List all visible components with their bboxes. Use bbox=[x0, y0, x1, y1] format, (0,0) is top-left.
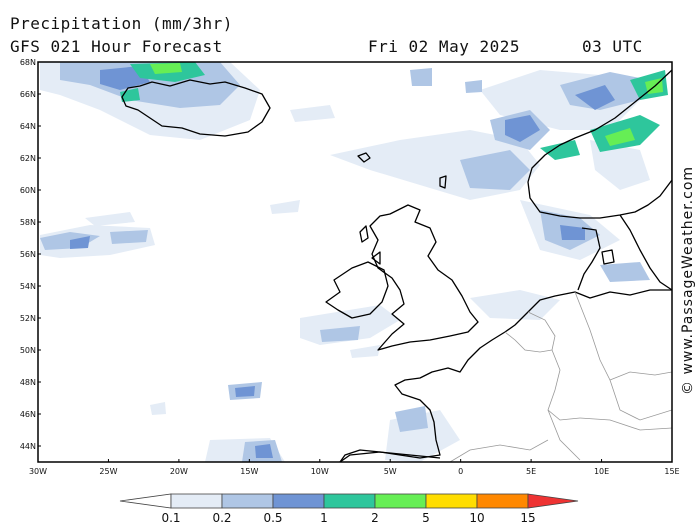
forecast-time: 03 UTC bbox=[582, 37, 643, 56]
lon-label: 15E bbox=[664, 467, 679, 476]
lat-label: 64N bbox=[20, 122, 36, 131]
lat-label: 44N bbox=[20, 442, 36, 451]
lon-label: 10W bbox=[311, 467, 329, 476]
legend-swatch bbox=[119, 493, 172, 509]
legend-label: 5 bbox=[422, 511, 430, 525]
country-borders bbox=[449, 291, 672, 462]
precipitation-areas bbox=[40, 62, 668, 462]
lat-label: 58N bbox=[20, 218, 36, 227]
legend-label: 0.5 bbox=[263, 511, 282, 525]
lat-label: 56N bbox=[20, 250, 36, 259]
legend-swatch bbox=[323, 493, 376, 509]
longitude-axis: 30W 25W 20W 15W 10W 5W 0 5E 10E 15E bbox=[29, 459, 680, 476]
lon-label: 5W bbox=[384, 467, 397, 476]
lon-label: 0 bbox=[458, 467, 463, 476]
map-frame bbox=[37, 61, 673, 463]
lat-label: 52N bbox=[20, 314, 36, 323]
chart-title: Precipitation (mm/3hr) bbox=[10, 14, 233, 33]
legend-swatch bbox=[221, 493, 274, 509]
legend-label: 0.1 bbox=[161, 511, 180, 525]
legend-label: 15 bbox=[520, 511, 535, 525]
lat-label: 46N bbox=[20, 410, 36, 419]
lat-label: 48N bbox=[20, 378, 36, 387]
precipitation-legend: 0.1 0.2 0.5 1 2 5 10 15 bbox=[119, 493, 579, 525]
coastlines bbox=[121, 69, 672, 462]
lon-label: 20W bbox=[170, 467, 188, 476]
lon-label: 25W bbox=[99, 467, 117, 476]
lat-label: 60N bbox=[20, 186, 36, 195]
legend-swatch bbox=[527, 493, 579, 509]
lat-label: 66N bbox=[20, 90, 36, 99]
lat-label: 68N bbox=[20, 58, 36, 67]
legend-swatch bbox=[374, 493, 427, 509]
lat-label: 54N bbox=[20, 282, 36, 291]
legend-swatch bbox=[476, 493, 529, 509]
lon-label: 10E bbox=[594, 467, 609, 476]
legend-label: 0.2 bbox=[212, 511, 231, 525]
lon-label: 5E bbox=[526, 467, 536, 476]
lon-label: 30W bbox=[29, 467, 47, 476]
legend-swatch bbox=[170, 493, 223, 509]
latitude-axis: 68N 66N 64N 62N 60N 58N 56N 54N 52N 50N 48N 46N 44N bbox=[20, 58, 41, 451]
legend-label: 2 bbox=[371, 511, 379, 525]
legend-swatch bbox=[425, 493, 478, 509]
legend-swatch bbox=[272, 493, 325, 509]
forecast-date: Fri 02 May 2025 bbox=[368, 37, 520, 56]
legend-label: 1 bbox=[320, 511, 328, 525]
lon-label: 15W bbox=[240, 467, 258, 476]
lat-label: 50N bbox=[20, 346, 36, 355]
model-forecast-label: GFS 021 Hour Forecast bbox=[10, 37, 223, 56]
copyright-credit: © www.PassageWeather.com bbox=[680, 165, 696, 395]
lat-label: 62N bbox=[20, 154, 36, 163]
legend-label: 10 bbox=[469, 511, 484, 525]
